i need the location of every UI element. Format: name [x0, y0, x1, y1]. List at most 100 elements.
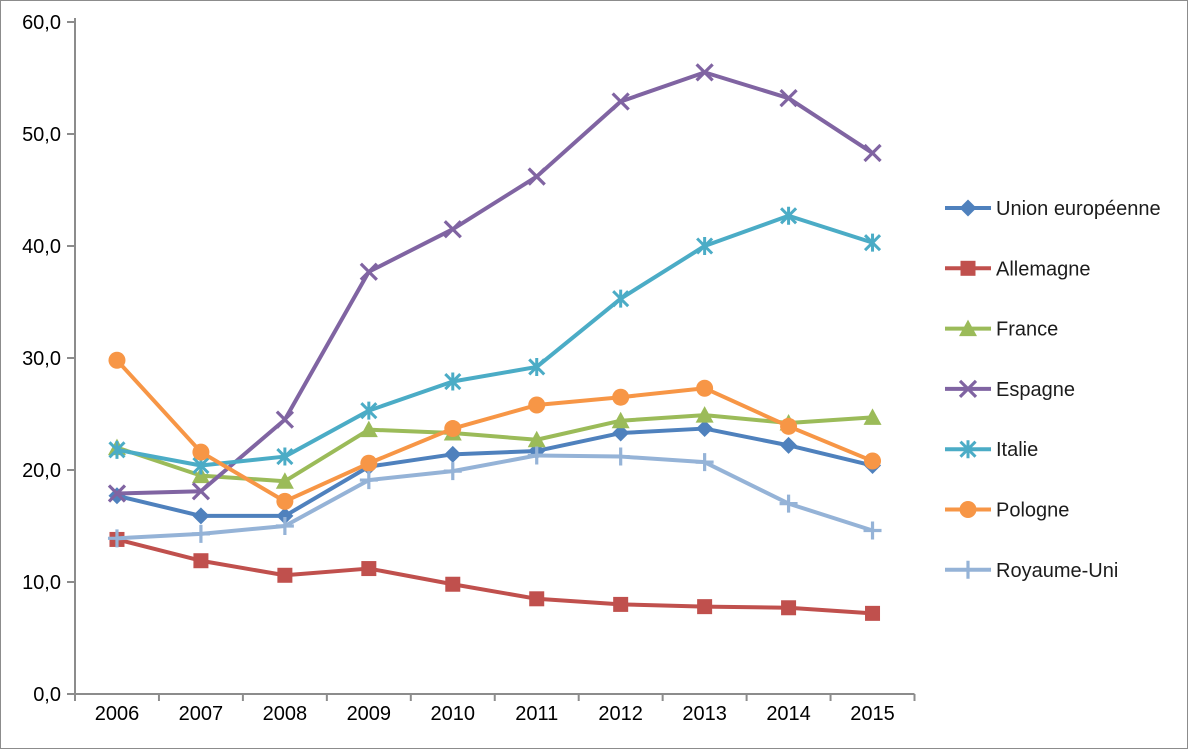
x-tick-label: 2012 — [598, 703, 643, 725]
data-point-marker — [527, 167, 546, 186]
series-line-union-europeenne — [114, 426, 875, 518]
legend-label: Italie — [996, 439, 1038, 461]
data-point-marker — [612, 388, 630, 406]
legend-item-france: France — [945, 319, 1058, 341]
data-point-marker — [444, 420, 462, 438]
y-tick-label: 10,0 — [22, 572, 61, 594]
data-point-marker — [444, 445, 462, 463]
y-tick-label: 50,0 — [22, 124, 61, 146]
data-point-marker — [277, 567, 293, 583]
data-point-marker — [275, 472, 294, 489]
data-point-marker — [107, 484, 127, 503]
data-point-marker — [863, 408, 882, 425]
data-point-marker — [695, 63, 714, 82]
y-tick-label: 20,0 — [22, 460, 61, 482]
data-point-marker — [192, 443, 210, 461]
data-point-marker — [695, 453, 714, 472]
legend-label: Allemagne — [996, 258, 1091, 280]
data-point-marker — [612, 289, 630, 308]
x-tick-label: 2015 — [850, 703, 895, 725]
data-point-marker — [444, 372, 462, 391]
data-point-marker — [276, 492, 294, 510]
legend-item-union-europeenne: Union européenne — [945, 198, 1161, 220]
data-point-marker — [612, 424, 630, 442]
data-point-marker — [959, 199, 977, 217]
data-point-marker — [779, 494, 798, 513]
data-point-marker — [959, 560, 977, 579]
data-point-marker — [863, 521, 882, 540]
data-point-marker — [779, 89, 798, 108]
data-point-marker — [696, 379, 714, 397]
legend: Union européenne Allemagne France Espagne It… — [945, 198, 1161, 582]
data-point-marker — [958, 379, 978, 399]
series-pologne — [108, 351, 882, 510]
data-point-marker — [960, 260, 976, 276]
y-tick-label: 40,0 — [22, 236, 61, 258]
data-point-marker — [192, 507, 210, 525]
legend-label: Royaume-Uni — [996, 560, 1118, 582]
x-tick-label: 2013 — [682, 703, 727, 725]
x-tick-label: 2009 — [347, 703, 392, 725]
data-point-marker — [781, 600, 797, 616]
data-point-marker — [275, 410, 295, 429]
x-tick-label: 2007 — [179, 703, 224, 725]
series-royaume-uni — [107, 446, 882, 548]
x-tick-label: 2006 — [95, 703, 140, 725]
data-point-marker — [780, 417, 798, 435]
x-tick-label: 2014 — [766, 703, 811, 725]
legend-label: Union européenne — [996, 198, 1161, 220]
data-point-marker — [108, 351, 126, 369]
series-line-pologne — [114, 358, 875, 504]
legend-label: Pologne — [996, 500, 1069, 522]
data-point-marker — [191, 524, 210, 543]
legend-item-italie: Italie — [945, 439, 1038, 461]
data-point-marker — [959, 501, 977, 518]
series-line-royaume-uni — [114, 453, 875, 541]
series-espagne — [107, 63, 882, 503]
data-point-marker — [107, 529, 126, 548]
legend-item-allemagne: Allemagne — [945, 258, 1091, 280]
data-point-marker — [695, 406, 714, 423]
data-point-marker — [191, 466, 210, 484]
data-point-marker — [863, 233, 882, 252]
x-tick-label: 2010 — [431, 703, 476, 725]
data-point-marker — [696, 237, 714, 255]
data-point-marker — [360, 454, 378, 472]
series-line-allemagne — [114, 537, 875, 616]
series-line-italie — [114, 213, 875, 468]
data-point-marker — [276, 447, 294, 466]
series-line-espagne — [114, 70, 875, 496]
data-point-marker — [611, 92, 630, 111]
data-point-marker — [529, 591, 545, 607]
legend-item-pologne: Pologne — [945, 500, 1069, 522]
data-point-marker — [528, 357, 546, 376]
data-point-marker — [359, 262, 378, 281]
x-tick-label: 2011 — [515, 703, 558, 725]
data-point-marker — [359, 420, 378, 438]
data-point-marker — [528, 396, 546, 414]
data-point-marker — [864, 452, 882, 470]
data-point-marker — [959, 319, 977, 337]
series-italie — [108, 206, 882, 475]
data-point-marker — [863, 143, 882, 163]
y-tick-label: 30,0 — [22, 348, 61, 370]
y-tick-label: 60,0 — [22, 12, 61, 34]
data-point-marker — [276, 507, 294, 525]
data-point-marker — [191, 482, 211, 501]
data-point-marker — [443, 220, 462, 239]
axes: 0,0 10,0 20,0 30,0 40,0 50,0 60,0 2006 2007 2008 2… — [22, 12, 916, 725]
data-point-marker — [527, 446, 546, 465]
series-allemagne — [109, 531, 881, 621]
data-point-marker — [697, 599, 713, 615]
legend-label: France — [996, 319, 1058, 341]
legend-item-espagne: Espagne — [945, 379, 1075, 401]
data-point-marker — [445, 576, 461, 592]
data-point-marker — [359, 471, 378, 490]
data-point-marker — [193, 553, 209, 569]
data-point-marker — [443, 462, 462, 481]
y-tick-label: 0,0 — [33, 684, 61, 706]
data-point-marker — [780, 436, 798, 454]
legend-label: Espagne — [996, 379, 1075, 401]
